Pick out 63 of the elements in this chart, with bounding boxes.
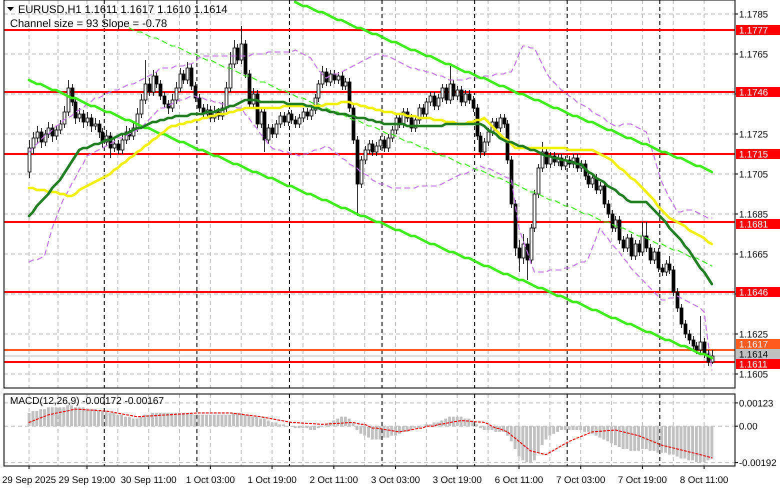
candlestick [640,222,644,256]
candlestick [282,112,286,126]
y-tick-label: 1.1685 [739,209,768,220]
ref-line-label: 1.1614 [739,349,768,360]
line-series [128,27,712,267]
candlestick [464,90,468,106]
y-tick-label: 1.1665 [739,249,768,260]
text: Channel size = 93 Slope = -0.78 [10,18,168,30]
candlestick [370,140,374,156]
x-tick-label: 7 Oct 03:00 [556,475,606,486]
y-tick-label: 1.1785 [739,9,768,20]
candlestick [448,66,452,104]
line-series [28,408,712,458]
x-tick-label: 7 Oct 19:00 [618,475,667,486]
x-tick-label: 3 Oct 03:00 [370,475,420,486]
candlestick [82,110,86,128]
x-tick-label: 2 Oct 11:00 [310,475,358,486]
ref-line-label: 1.1646 [739,287,768,298]
candlestick [630,234,634,260]
candlestick [262,108,266,152]
candlestick [306,108,310,120]
y-tick-label: 1.1765 [739,49,768,60]
candlestick [116,140,120,154]
y-tick-label: 1.1605 [739,369,768,380]
candlestick [328,70,332,86]
x-tick-label: 30 Sep 11:00 [120,475,177,486]
candlestick [324,68,328,86]
candlestick [90,114,94,132]
chart-title: EURUSD,H1 1.1611 1.1617 1.1610 1.1614 [18,4,228,16]
line-series [28,45,712,219]
candlestick [50,124,54,142]
candlestick [340,72,344,90]
x-tick-label: 1 Oct 19:00 [248,475,297,486]
candlestick [498,114,502,132]
y-tick-label: 0.00 [739,422,758,433]
x-tick-label: 1 Oct 03:00 [186,475,235,486]
ref-line-label: 1.1617 [739,339,768,350]
candlestick [152,70,156,96]
line-series [28,100,714,246]
candlestick [460,86,464,106]
ref-line-label: 1.1715 [739,149,768,160]
y-tick-label: 0.00123 [739,398,774,410]
y-tick-label: 1.1705 [739,169,768,180]
candlestick [664,260,668,276]
y-tick-label: 1.1625 [739,329,768,340]
candlestick [332,70,336,84]
x-tick-label: 29 Sep 19:00 [58,475,116,486]
line-series [294,0,714,174]
x-tick-label: 8 Oct 11:00 [680,475,728,486]
x-tick-label: 29 Sep 2025 [2,475,56,486]
y-tick-label: -0.00192 [739,458,777,469]
ref-line-label: 1.1777 [739,25,768,36]
x-tick-label: 3 Oct 19:00 [432,475,482,486]
line-series [28,98,714,286]
ref-line-label: 1.1746 [739,87,768,98]
candlestick [698,316,702,354]
ref-line-label: 1.1611 [739,359,768,370]
chart-title: MACD(12,26,9) -0.00172 -0.00167 [10,396,164,407]
x-tick-label: 6 Oct 11:00 [494,475,544,486]
ref-line-label: 1.1681 [739,219,768,230]
y-tick-label: 1.1725 [739,129,768,140]
candlestick [432,92,436,110]
candlestick [40,128,44,148]
